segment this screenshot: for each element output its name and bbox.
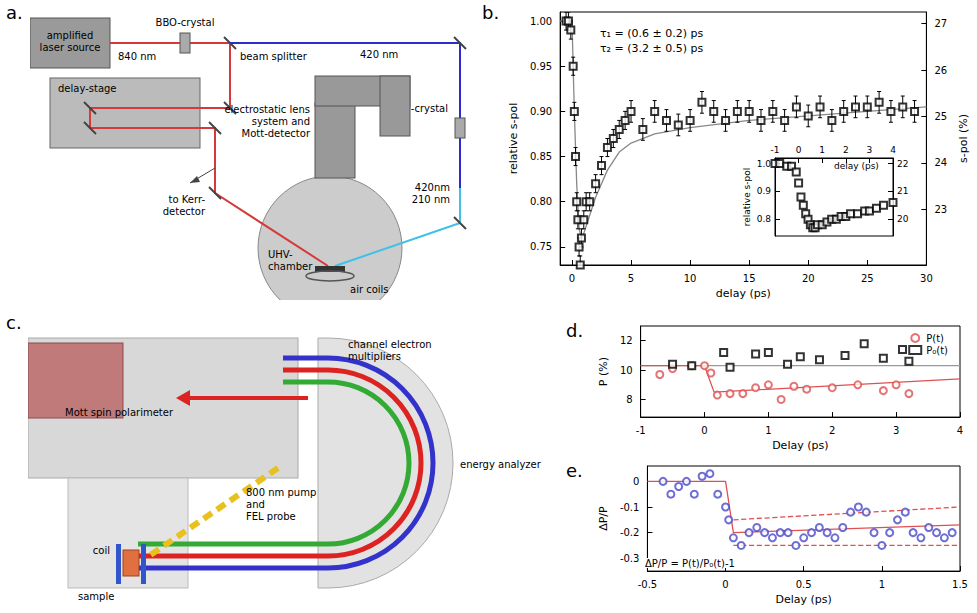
svg-text:21: 21 bbox=[897, 186, 908, 196]
svg-text:0.80: 0.80 bbox=[530, 196, 552, 207]
html-text:c.: c. bbox=[6, 312, 22, 333]
svg-text:420nm210 nm: 420nm210 nm bbox=[412, 182, 450, 205]
svg-text:2: 2 bbox=[829, 425, 835, 436]
html-text:d.: d. bbox=[566, 320, 584, 341]
svg-text:23: 23 bbox=[934, 204, 947, 215]
svg-text:Delay (ps): Delay (ps) bbox=[772, 439, 828, 452]
svg-text:1: 1 bbox=[765, 425, 771, 436]
svg-text:-0.3: -0.3 bbox=[620, 553, 640, 564]
svg-text:air coils: air coils bbox=[350, 284, 389, 295]
svg-text:-1: -1 bbox=[636, 425, 646, 436]
svg-text:BBO-crystal: BBO-crystal bbox=[156, 17, 215, 28]
svg-text:BBO-crystal: BBO-crystal bbox=[389, 103, 448, 114]
svg-text:24: 24 bbox=[934, 157, 947, 168]
svg-text:delay (ps): delay (ps) bbox=[716, 287, 771, 300]
svg-text:15: 15 bbox=[743, 273, 756, 284]
svg-text:P (%): P (%) bbox=[597, 357, 610, 386]
svg-text:UHV-chamber: UHV-chamber bbox=[268, 249, 313, 272]
svg-text:30: 30 bbox=[920, 273, 933, 284]
svg-text:10: 10 bbox=[620, 365, 633, 376]
svg-text:2: 2 bbox=[843, 145, 849, 155]
svg-text:τ₁ = (0.6 ± 0.2) ps: τ₁ = (0.6 ± 0.2) ps bbox=[600, 27, 704, 40]
svg-text:P(t): P(t) bbox=[926, 333, 944, 344]
svg-text:5: 5 bbox=[628, 273, 634, 284]
svg-text:3: 3 bbox=[867, 145, 873, 155]
svg-text:ΔP/P = P(t)/P₀(t)-1: ΔP/P = P(t)/P₀(t)-1 bbox=[645, 558, 735, 569]
svg-text:to Kerr-detector: to Kerr-detector bbox=[163, 194, 206, 217]
svg-text:840 nm: 840 nm bbox=[118, 51, 156, 62]
html-text:b.: b. bbox=[482, 2, 500, 23]
svg-text:420 nm: 420 nm bbox=[360, 49, 398, 60]
svg-text:Mott spin polarimeter: Mott spin polarimeter bbox=[65, 407, 174, 418]
svg-text:τ₂ = (3.2 ± 0.5) ps: τ₂ = (3.2 ± 0.5) ps bbox=[600, 42, 704, 55]
svg-text:20: 20 bbox=[802, 273, 815, 284]
svg-text:0: 0 bbox=[796, 145, 802, 155]
svg-text:1: 1 bbox=[879, 579, 885, 590]
svg-text:-0.5: -0.5 bbox=[638, 579, 658, 590]
svg-text:-1: -1 bbox=[771, 145, 780, 155]
svg-text:P₀(t): P₀(t) bbox=[926, 345, 948, 356]
html-text:a.: a. bbox=[6, 2, 23, 23]
svg-text:-0.1: -0.1 bbox=[620, 502, 640, 513]
svg-text:1: 1 bbox=[819, 145, 825, 155]
svg-text:ΔP/P: ΔP/P bbox=[597, 506, 610, 531]
svg-text:800 nm pumpandFEL probe: 800 nm pumpandFEL probe bbox=[246, 487, 316, 522]
svg-text:delay (ps): delay (ps) bbox=[834, 161, 879, 171]
svg-text:relative s-pol: relative s-pol bbox=[507, 103, 520, 174]
svg-text:10: 10 bbox=[684, 273, 697, 284]
svg-text:beam splitter: beam splitter bbox=[240, 51, 308, 62]
svg-text:coil: coil bbox=[93, 545, 110, 556]
svg-text:amplifiedlaser source: amplifiedlaser source bbox=[40, 30, 101, 53]
svg-text:channel electronmultipliers: channel electronmultipliers bbox=[348, 339, 432, 362]
svg-text:0.95: 0.95 bbox=[530, 61, 552, 72]
svg-text:20: 20 bbox=[897, 214, 909, 224]
svg-text:0.5: 0.5 bbox=[796, 579, 812, 590]
svg-text:-0.2: -0.2 bbox=[620, 527, 640, 538]
svg-text:1.00: 1.00 bbox=[530, 16, 552, 27]
svg-text:0.75: 0.75 bbox=[530, 241, 552, 252]
svg-text:8: 8 bbox=[626, 394, 632, 405]
svg-text:0.90: 0.90 bbox=[530, 106, 552, 117]
html-text:e.: e. bbox=[566, 460, 583, 481]
svg-text:1.0: 1.0 bbox=[757, 159, 772, 169]
svg-text:1.5: 1.5 bbox=[952, 579, 968, 590]
svg-text:s-pol (%): s-pol (%) bbox=[957, 114, 970, 163]
svg-text:4: 4 bbox=[890, 145, 896, 155]
svg-text:Delay (ps): Delay (ps) bbox=[776, 593, 832, 606]
svg-text:26: 26 bbox=[934, 65, 947, 76]
svg-text:0: 0 bbox=[701, 425, 707, 436]
svg-text:delay-stage: delay-stage bbox=[58, 83, 117, 94]
svg-text:0.9: 0.9 bbox=[757, 186, 772, 196]
svg-text:sample: sample bbox=[78, 591, 114, 602]
svg-text:electrostatic lenssystem andMo: electrostatic lenssystem andMott-detecto… bbox=[224, 104, 311, 139]
svg-text:0: 0 bbox=[633, 476, 639, 487]
svg-text:energy analyzer: energy analyzer bbox=[460, 459, 542, 470]
svg-text:25: 25 bbox=[861, 273, 874, 284]
svg-text:0.8: 0.8 bbox=[757, 214, 772, 224]
svg-text:25: 25 bbox=[934, 111, 947, 122]
svg-text:4: 4 bbox=[957, 425, 963, 436]
svg-text:12: 12 bbox=[620, 335, 633, 346]
svg-text:0.85: 0.85 bbox=[530, 151, 552, 162]
svg-text:0: 0 bbox=[722, 579, 728, 590]
svg-text:relative s-pol: relative s-pol bbox=[742, 168, 752, 226]
svg-text:27: 27 bbox=[934, 18, 947, 29]
svg-text:0: 0 bbox=[569, 273, 575, 284]
svg-text:22: 22 bbox=[897, 159, 908, 169]
svg-text:3: 3 bbox=[893, 425, 899, 436]
